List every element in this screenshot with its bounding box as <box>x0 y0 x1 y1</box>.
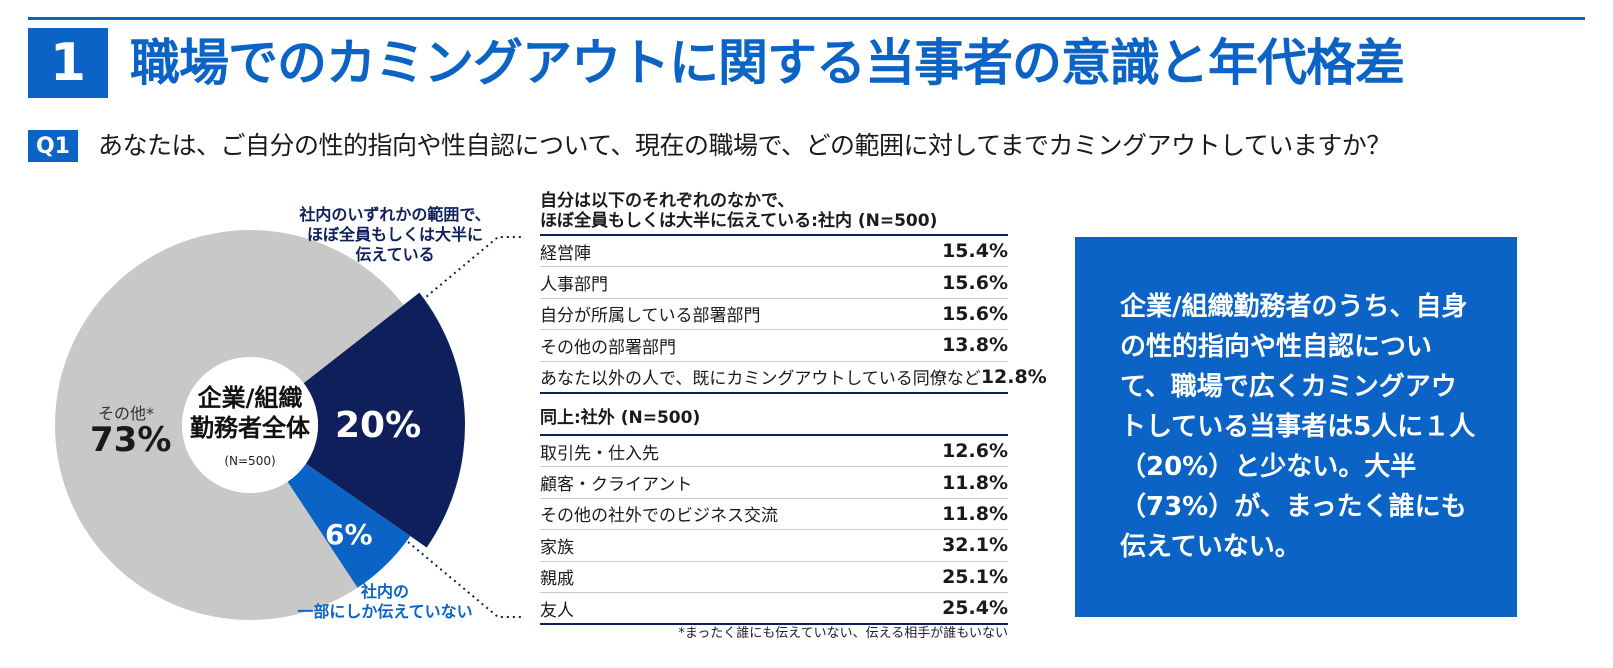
row-value: 13.8% <box>942 334 1008 357</box>
row-value: 12.8% <box>980 365 1047 388</box>
section-number: 1 <box>28 28 108 98</box>
row-value: 12.6% <box>942 440 1008 463</box>
row-label: 自分が所属している部署部門 <box>540 306 761 327</box>
annotation-bottom-line2: 一部にしか伝えていない <box>297 602 473 621</box>
row-label: 人事部門 <box>540 275 608 296</box>
annotation-wide-disclosure: 社内のいずれかの範囲で、 ほぼ全員もしくは大半に 伝えている <box>280 205 510 265</box>
question-badge: Q1 <box>28 130 78 162</box>
internal-table-header-line1: 自分は以下のそれぞれのなかで、 <box>540 191 795 211</box>
row-label: 取引先・仕入先 <box>540 443 659 464</box>
donut-center-n: (N=500) <box>224 454 276 468</box>
donut-center-title: 企業/組織 勤務者全体 <box>185 383 315 443</box>
table-row: その他の社外でのビジネス交流 11.8% <box>540 499 1008 531</box>
table-row: 家族 32.1% <box>540 530 1008 562</box>
footnote: *まったく誰にも伝えていない、伝える相手が誰もいない <box>678 626 1008 641</box>
row-label: その他の部署部門 <box>540 337 676 358</box>
internal-table-header-line2: ほぼ全員もしくは大半に伝えている:社内 (N=500) <box>540 211 938 231</box>
table-row: あなた以外の人で、既にカミングアウトしている同僚など 12.8% <box>540 362 1047 392</box>
other-label: その他* <box>98 404 155 423</box>
top-rule <box>28 17 1585 20</box>
question-text: あなたは、ご自分の性的指向や性自認について、現在の職場で、どの範囲に対してまでカ… <box>98 131 1391 160</box>
slice-partial-disclosure <box>287 463 411 588</box>
donut-slices <box>55 229 465 621</box>
row-label: 友人 <box>540 600 574 621</box>
annotation-partial-disclosure: 社内の 一部にしか伝えていない <box>280 582 490 622</box>
row-value: 15.4% <box>942 240 1008 263</box>
row-value: 15.6% <box>942 271 1008 294</box>
annotation-top-line1: 社内のいずれかの範囲で、 <box>299 205 491 224</box>
summary-callout: 企業/組織勤務者のうち、自身の性的指向や性自認について、職場で広くカミングアウト… <box>1075 237 1517 617</box>
row-value: 25.1% <box>942 565 1008 588</box>
row-label: 顧客・クライアント <box>540 475 693 496</box>
donut-hole <box>182 357 318 493</box>
table-row: 経営陣 15.4% <box>540 236 1008 268</box>
external-table-header: 同上:社外 (N=500) <box>540 408 701 428</box>
row-value: 11.8% <box>942 502 1008 525</box>
row-label: その他の社外でのビジネス交流 <box>540 506 778 527</box>
internal-table: 自分は以下のそれぞれのなかで、 ほぼ全員もしくは大半に伝えている:社内 (N=5… <box>540 191 1047 394</box>
row-value: 15.6% <box>942 302 1008 325</box>
annotation-top-line3: 伝えている <box>355 245 435 264</box>
row-label: あなた以外の人で、既にカミングアウトしている同僚など <box>540 369 981 390</box>
annotation-top-line2: ほぼ全員もしくは大半に <box>306 225 483 244</box>
center-title-line1: 企業/組織 <box>197 384 303 412</box>
row-label: 家族 <box>540 537 574 558</box>
external-table-rows: 取引先・仕入先 12.6% 顧客・クライアント 11.8% その他の社外でのビジネス… <box>540 434 1008 626</box>
row-value: 11.8% <box>942 471 1008 494</box>
other-pct-label: 73% <box>90 420 172 460</box>
partial-pct-label: 6% <box>325 518 373 551</box>
table-row: その他の部署部門 13.8% <box>540 330 1008 362</box>
table-row: 人事部門 15.6% <box>540 267 1008 299</box>
row-value: 25.4% <box>942 597 1008 620</box>
table-row: 取引先・仕入先 12.6% <box>540 436 1008 468</box>
table-row: 友人 25.4% <box>540 593 1008 623</box>
row-label: 経営陣 <box>540 243 591 264</box>
slice-other <box>55 229 404 621</box>
internal-table-rows: 経営陣 15.4% 人事部門 15.6% 自分が所属している部署部門 15.6% その… <box>540 234 1047 394</box>
row-label: 親戚 <box>540 569 574 590</box>
page-title: 職場でのカミングアウトに関する当事者の意識と年代格差 <box>130 34 1405 92</box>
row-value: 32.1% <box>942 534 1008 557</box>
center-title-line2: 勤務者全体 <box>190 414 310 442</box>
table-row: 自分が所属している部署部門 15.6% <box>540 299 1008 331</box>
summary-callout-text: 企業/組織勤務者のうち、自身の性的指向や性自認について、職場で広くカミングアウト… <box>1120 292 1476 562</box>
table-row: 顧客・クライアント 11.8% <box>540 467 1008 499</box>
slice-wide-disclosure <box>303 292 465 548</box>
annotation-bottom-line1: 社内の <box>360 582 409 601</box>
table-row: 親戚 25.1% <box>540 562 1008 593</box>
external-table: 同上:社外 (N=500) 取引先・仕入先 12.6% 顧客・クライアント 11.8… <box>540 408 1008 626</box>
wide-pct-label: 20% <box>335 405 422 446</box>
